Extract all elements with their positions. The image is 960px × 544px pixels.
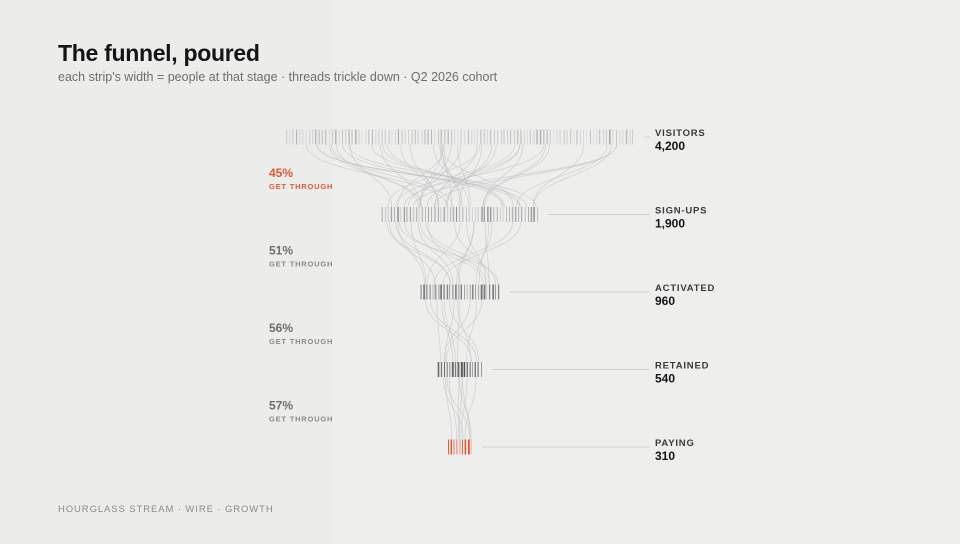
conversion-rate-pct: 57% — [269, 398, 293, 412]
flow-thread — [466, 299, 477, 363]
flow-thread — [443, 299, 456, 363]
flow-thread — [462, 376, 471, 440]
stage-strip-paying — [448, 439, 472, 455]
stage-strips — [286, 129, 634, 455]
flow-thread — [349, 144, 392, 208]
stage-strip-retained — [437, 362, 482, 377]
stage-name-label: RETAINED — [655, 361, 709, 372]
conversion-rate-label: GET THROUGH — [269, 259, 333, 268]
stage-count-label: 310 — [655, 449, 675, 463]
flow-thread — [417, 221, 454, 285]
flow-thread — [445, 376, 452, 440]
flow-thread — [482, 144, 546, 208]
flow-thread — [439, 144, 514, 208]
flow-thread — [397, 221, 425, 285]
flow-thread — [458, 376, 463, 440]
flow-thread — [457, 299, 460, 363]
stage-name-label: VISITORS — [655, 128, 706, 139]
conversion-rate-pct: 56% — [269, 321, 293, 335]
flow-thread — [464, 376, 477, 440]
conversion-rates: 45% GET THROUGH 51% GET THROUGH 56% GET THROU… — [269, 166, 333, 424]
flow-thread — [439, 144, 461, 208]
flow-thread — [434, 144, 478, 208]
flow-thread — [420, 221, 487, 285]
flow-thread — [433, 144, 470, 208]
flow-thread — [407, 144, 521, 208]
stage-name-label: PAYING — [655, 438, 695, 449]
stage-strip-visitors — [286, 129, 634, 145]
flow-thread — [443, 144, 452, 208]
flow-thread — [433, 221, 513, 285]
flow-thread — [316, 144, 528, 208]
flow-thread — [443, 299, 471, 363]
stage-count-label: 960 — [655, 294, 675, 308]
conversion-rate-label: GET THROUGH — [269, 182, 333, 191]
flow-thread — [516, 144, 608, 208]
flow-thread — [400, 144, 440, 208]
page-title: The funnel, poured — [58, 40, 260, 66]
stage-name-label: ACTIVATED — [655, 283, 715, 294]
conversion-rate-label: GET THROUGH — [269, 414, 333, 423]
flow-thread — [403, 144, 545, 208]
flow-thread — [448, 299, 479, 363]
flow-thread — [460, 376, 468, 440]
flow-thread — [459, 376, 472, 440]
flow-thread — [436, 299, 441, 363]
stage-count-label: 540 — [655, 372, 675, 386]
flow-thread — [443, 376, 464, 440]
flow-thread — [433, 144, 618, 208]
conversion-rate-label: GET THROUGH — [269, 337, 333, 346]
flow-thread — [466, 221, 487, 285]
stage-count-label: 1,900 — [655, 217, 685, 231]
flow-thread — [430, 299, 477, 363]
flow-thread — [379, 144, 421, 208]
flow-thread — [484, 221, 490, 285]
page-subtitle: each strip's width = people at that stag… — [58, 70, 498, 84]
flow-thread — [427, 221, 461, 285]
conversion-rate-pct: 45% — [269, 166, 293, 180]
footer-credit: HOURGLASS STREAM · WIRE · GROWTH — [58, 504, 274, 515]
flow-thread — [419, 144, 452, 208]
flow-thread — [532, 144, 584, 208]
flow-thread — [425, 221, 497, 285]
flow-thread — [441, 299, 453, 363]
flow-thread — [445, 144, 497, 208]
flow-thread — [387, 144, 481, 208]
flow-thread — [446, 376, 471, 440]
flow-thread — [389, 221, 436, 285]
flow-thread — [382, 144, 503, 208]
stage-strip-activated — [420, 284, 500, 300]
flow-threads — [305, 144, 618, 440]
flow-thread — [395, 144, 516, 208]
flow-thread — [442, 221, 521, 285]
left-background-panel — [0, 0, 332, 544]
flow-thread — [456, 221, 475, 285]
stage-count-label: 4,200 — [655, 139, 685, 153]
flow-thread — [484, 144, 550, 208]
flow-thread — [398, 221, 499, 285]
flow-thread — [533, 144, 612, 208]
conversion-rate-pct: 51% — [269, 243, 293, 257]
flow-thread — [410, 221, 427, 285]
leader-lines — [481, 136, 650, 448]
flow-thread — [395, 221, 451, 285]
flow-thread — [425, 299, 472, 363]
stage-name-label: SIGN-UPS — [655, 206, 707, 217]
flow-thread — [371, 144, 521, 208]
stage-strip-sign-ups — [381, 207, 539, 222]
flow-thread — [475, 221, 493, 285]
flow-thread — [454, 221, 490, 285]
